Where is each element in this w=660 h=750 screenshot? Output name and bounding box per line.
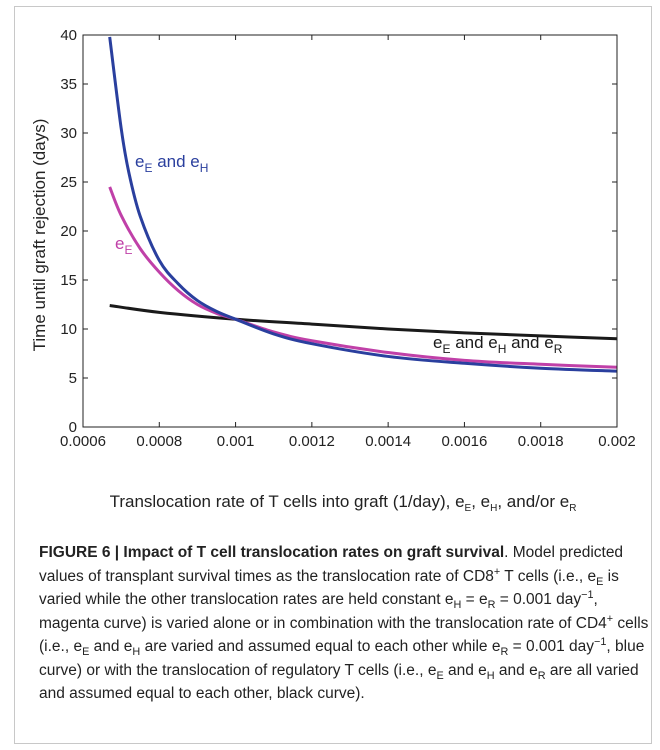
y-tick-label: 30 [60,125,77,142]
x-tick-label: 0.0006 [60,433,106,450]
x-tick-label: 0.0008 [136,433,182,450]
x-tick-label: 0.001 [217,433,255,450]
x-tick-label: 0.0014 [365,433,411,450]
x-tick-label: 0.0018 [518,433,564,450]
series-black-ee-eh-er [109,303,618,341]
series-blue-ee-and-eh [108,36,618,373]
label-black-curve: eE and eH and eR [433,333,563,356]
y-axis-label: Time until graft rejection (days) [30,119,49,352]
figure-caption: FIGURE 6 | Impact of T cell translocatio… [39,544,649,702]
caption-lead: FIGURE 6 | Impact of T cell translocatio… [39,544,505,561]
y-tick-label: 0 [69,419,77,436]
y-tick-label: 15 [60,272,77,289]
label-magenta-curve: eE [115,234,132,257]
y-tick-label: 35 [60,76,77,93]
y-tick-label: 20 [60,223,77,240]
figure-frame: 0.0006 0.0008 0.001 0.0012 0.0014 0.0016 0.001… [14,6,652,744]
label-blue-curve: eE and eH [135,152,208,175]
x-tick-label: 0.0012 [289,433,335,450]
y-tick-label: 5 [69,370,77,387]
x-tick-label: 0.0016 [441,433,487,450]
chart: 0.0006 0.0008 0.001 0.0012 0.0014 0.0016 0.001… [30,27,636,514]
x-axis-label: Translocation rate of T cells into graft… [110,492,577,514]
y-tick-label: 25 [60,174,77,191]
y-tick-label: 40 [60,27,77,44]
x-tick-label: 0.002 [598,433,636,450]
y-tick-label: 10 [60,321,77,338]
